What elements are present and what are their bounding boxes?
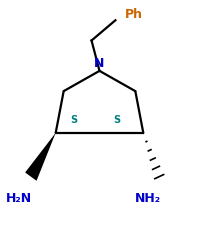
Text: S: S xyxy=(70,115,77,125)
Text: N: N xyxy=(94,57,105,70)
Polygon shape xyxy=(25,133,56,181)
Text: S: S xyxy=(113,115,120,125)
Text: Ph: Ph xyxy=(125,8,143,21)
Text: H₂N: H₂N xyxy=(6,191,32,205)
Text: NH₂: NH₂ xyxy=(135,191,161,205)
